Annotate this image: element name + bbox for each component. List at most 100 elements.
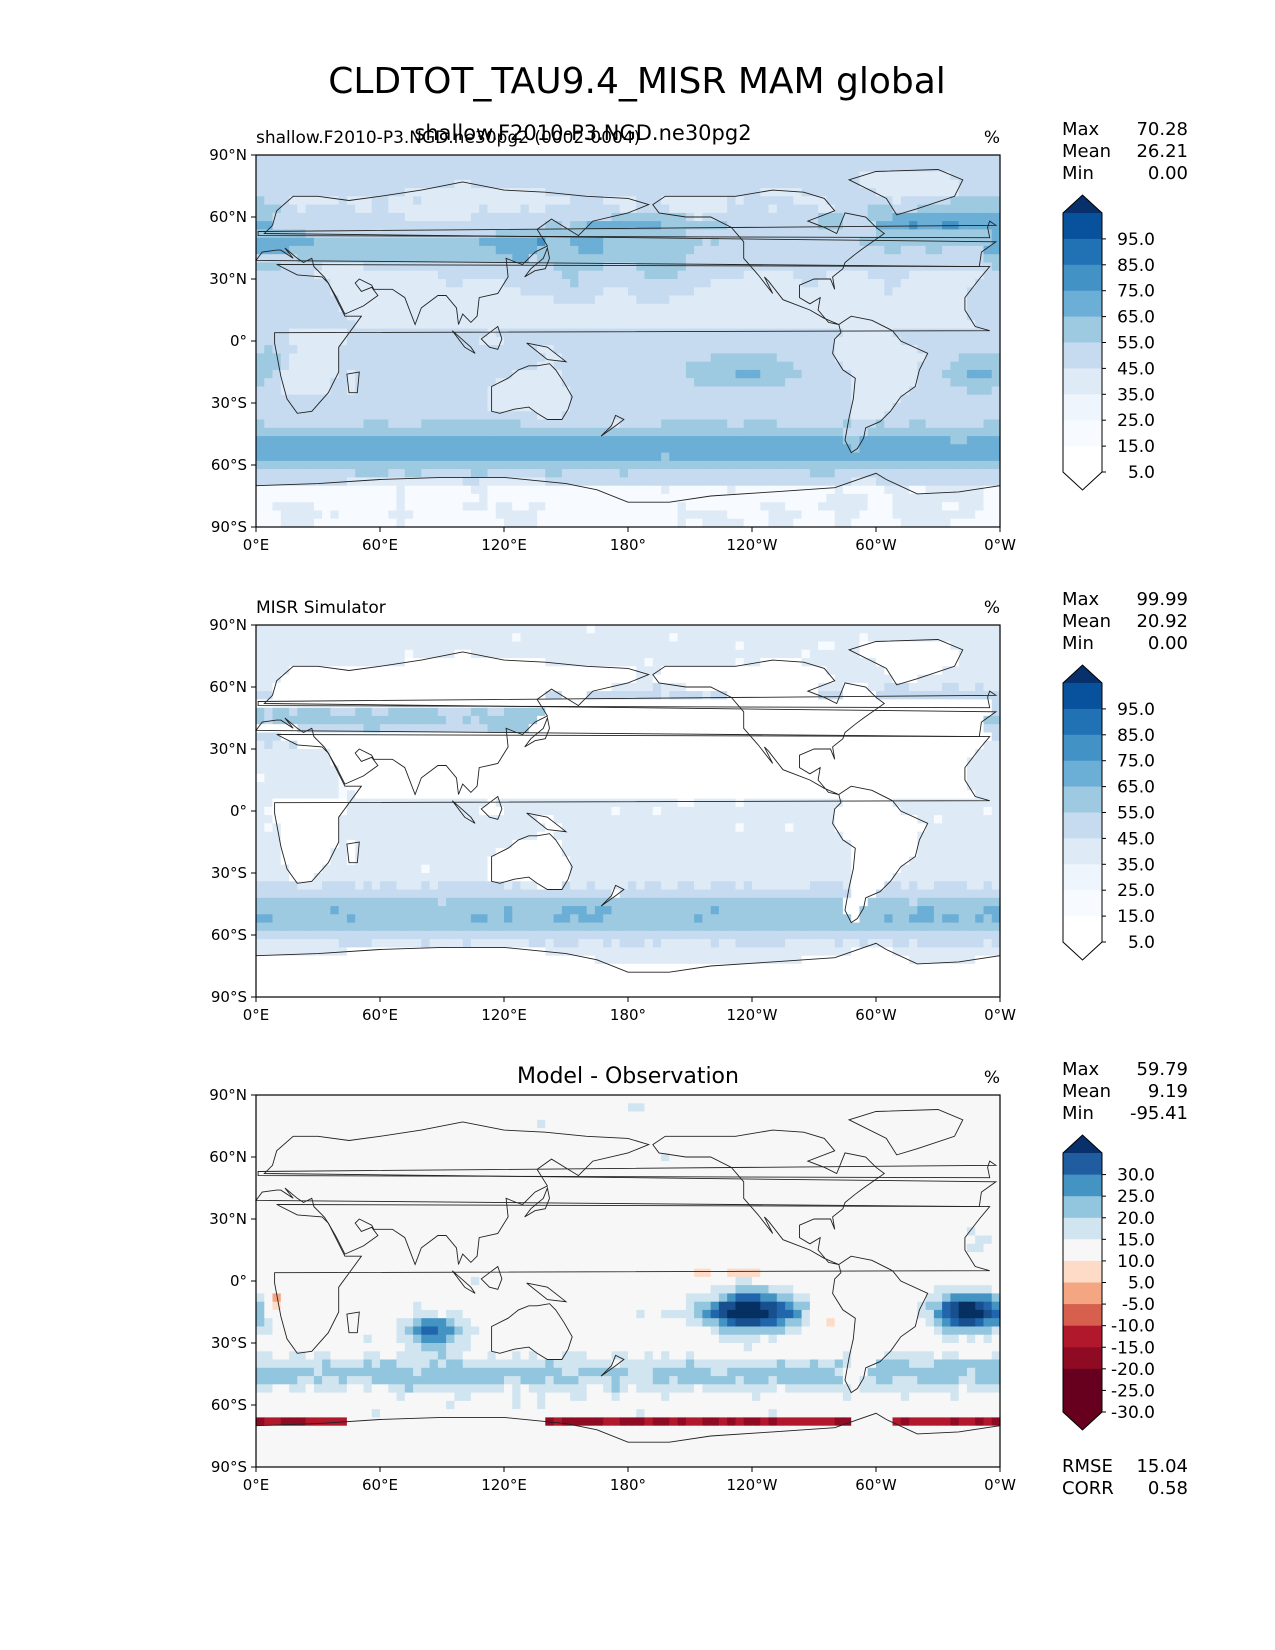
test-field-cell — [925, 245, 935, 255]
test-field-cell — [718, 312, 728, 321]
test-field-cell — [429, 485, 439, 495]
test-field-cell — [652, 460, 662, 470]
test-field-cell — [801, 237, 811, 247]
test-field-cell — [743, 287, 753, 297]
test-field-cell — [578, 171, 588, 181]
reference-field-cell — [454, 649, 464, 659]
test-field-cell — [743, 460, 753, 470]
test-field-cell — [537, 485, 546, 495]
test-field-cell — [628, 345, 637, 354]
test-field-cell — [487, 436, 497, 445]
test-field-cell — [760, 303, 770, 313]
reference-field-cell — [892, 649, 902, 659]
test-field-cell — [677, 320, 687, 330]
test-field-cell — [735, 518, 745, 528]
test-field-cell — [958, 245, 968, 255]
test-field-cell — [636, 196, 646, 206]
test-field-cell — [727, 188, 737, 197]
test-field-cell — [942, 394, 951, 404]
test-field-cell — [495, 179, 505, 189]
test-field-cell — [520, 287, 530, 297]
test-field-cell — [413, 196, 422, 206]
test-field-cell — [768, 353, 778, 363]
test-field-cell — [718, 303, 728, 313]
test-field-cell — [487, 378, 497, 388]
test-field-cell — [917, 436, 927, 445]
test-field-cell — [289, 303, 298, 313]
test-field-cell — [413, 245, 422, 255]
test-field-cell — [718, 295, 728, 305]
test-field-cell — [586, 510, 596, 520]
test-field-cell — [950, 155, 960, 164]
test-field-cell — [933, 386, 943, 396]
reference-field-cell — [487, 691, 497, 700]
test-field-cell — [735, 369, 745, 379]
test-field-cell — [594, 237, 604, 247]
test-field-cell — [983, 485, 993, 495]
test-field-cell — [371, 212, 381, 222]
reference-field-cell — [495, 691, 505, 700]
test-field-cell — [983, 303, 993, 313]
test-field-cell — [479, 427, 489, 437]
reference-field-cell — [760, 625, 770, 634]
test-field-cell — [537, 345, 546, 354]
test-field-cell — [685, 460, 695, 470]
test-field-cell — [842, 460, 852, 470]
reference-field-cell — [256, 674, 265, 684]
test-field-cell — [975, 477, 985, 487]
reference-field-cell — [966, 625, 976, 634]
test-field-cell — [685, 221, 695, 230]
test-field-cell — [685, 510, 695, 520]
test-stat-label: Max — [1062, 119, 1100, 140]
test-field-cell — [487, 171, 497, 181]
test-field-cell — [545, 245, 555, 255]
test-field-cell — [694, 312, 703, 321]
test-field-cell — [470, 518, 480, 528]
test-field-cell — [404, 287, 414, 297]
test-field-cell — [371, 378, 381, 388]
test-field-cell — [421, 452, 431, 462]
test-field-cell — [793, 204, 803, 214]
test-field-cell — [975, 436, 985, 445]
reference-field-cell — [735, 658, 745, 667]
test-field-cell — [570, 436, 579, 445]
test-field-cell — [743, 320, 753, 330]
test-field-cell — [966, 287, 976, 297]
test-field-cell — [504, 270, 513, 280]
test-field-cell — [785, 204, 794, 214]
test-field-cell — [305, 485, 315, 495]
test-field-cell — [752, 270, 761, 280]
test-field-cell — [983, 361, 993, 371]
test-field-cell — [793, 295, 803, 305]
test-field-cell — [818, 510, 827, 520]
test-field-cell — [611, 254, 621, 264]
test-field-cell — [561, 295, 571, 305]
test-field-cell — [752, 510, 761, 520]
test-field-cell — [702, 369, 712, 379]
test-field-cell — [694, 469, 703, 478]
test-field-cell — [966, 411, 976, 421]
test-field-cell — [718, 179, 728, 189]
test-field-cell — [446, 328, 455, 338]
test-field-cell — [842, 204, 852, 214]
test-field-cell — [528, 312, 538, 321]
test-field-cell — [346, 386, 356, 396]
test-field-cell — [884, 403, 894, 412]
test-field-cell — [942, 469, 951, 478]
test-field-cell — [537, 171, 546, 181]
reference-field-cell — [578, 682, 588, 692]
test-field-cell — [578, 303, 588, 313]
test-field-cell — [446, 493, 455, 503]
reference-field-cell — [380, 633, 389, 643]
test-field-cell — [297, 262, 307, 272]
test-field-cell — [834, 378, 844, 388]
test-field-cell — [818, 312, 827, 321]
test-field-cell — [859, 469, 869, 478]
test-field-cell — [380, 229, 389, 239]
test-field-cell — [900, 394, 910, 404]
test-field-cell — [942, 312, 951, 321]
reference-field-cell — [611, 649, 621, 659]
reference-field-cell — [785, 641, 794, 651]
test-field-cell — [413, 336, 422, 346]
reference-field-cell — [636, 699, 646, 709]
